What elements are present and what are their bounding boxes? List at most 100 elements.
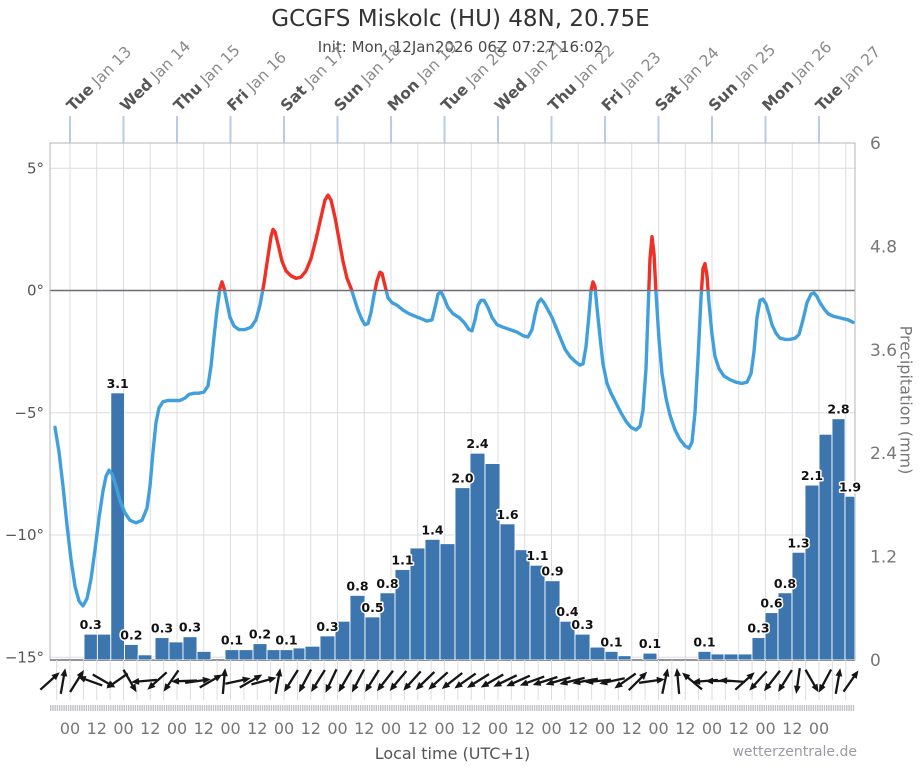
hour-label: 00 [809,719,829,738]
precip-bar-value-label: 0.1 [221,633,243,648]
wind-arrow-head [106,681,115,689]
wind-arrow-head [376,682,385,692]
temperature-curve-blue [53,290,855,608]
day-label-date: Jan 24 [672,44,723,95]
precip-bar-value-label: 3.1 [107,376,129,391]
hour-label: 12 [194,719,214,738]
precip-bar-value-label: 0.3 [747,621,769,636]
precip-bar-value-label: 0.1 [600,634,622,649]
precip-bar [844,495,855,660]
wind-arrow-head [415,682,424,691]
precip-bar [279,649,294,660]
temp-tick-label: 0° [27,282,44,300]
precip-bar [439,543,456,660]
day-label-date: Jan 21 [518,37,569,88]
day-label-date: Jan 14 [144,37,195,88]
hour-label: 12 [729,719,749,738]
precip-bar [454,487,471,660]
wind-arrow-head [275,668,283,677]
hour-label: 12 [461,719,481,738]
wind-arrow-head [763,682,772,692]
day-label-date: Jan 27 [834,43,885,94]
wind-arrow-head [674,668,681,677]
precip-bar [137,654,153,660]
precip-bar-value-label: 0.2 [249,627,271,642]
precip-bar-value-label: 0.3 [571,617,593,632]
precip-bar [224,649,240,660]
hour-label: 12 [675,719,695,738]
precip-bar-value-label: 0.1 [693,634,715,649]
wind-arrow-head [221,668,228,677]
day-label-date: Jan 26 [785,38,836,89]
wind-arrow-head [705,677,713,685]
wind-arrow-head [441,681,451,690]
precip-bar [791,551,806,660]
hour-label: 00 [488,719,508,738]
precip-bar [424,538,441,660]
precip-bar-value-label: 0.1 [639,636,661,651]
precip-bar-value-label: 1.1 [526,548,548,563]
wind-arrow-head [466,680,476,688]
precip-bar-value-label: 0.8 [774,576,796,591]
precip-bar-value-label: 0.9 [541,564,563,579]
precip-bar-value-label: 0.8 [346,578,368,593]
precip-bar [304,645,321,660]
precip-bar [751,637,766,660]
wind-arrow-head [811,683,819,693]
precip-bar-value-label: 0.3 [80,617,102,632]
wind-arrow-head [559,678,568,686]
wind-arrow-head [147,681,156,690]
wind-arrow-head [639,671,648,680]
precip-bar [266,649,281,660]
gridlines [69,143,847,660]
wind-arrow-head [129,683,137,693]
wind-arrow-head [338,683,346,693]
precip-bar-value-label: 0.1 [275,633,297,648]
wind-arrow-head [213,674,223,682]
hour-label: 00 [167,719,187,738]
page-title: GCGFS Miskolc (HU) 48N, 20.75E [271,6,650,32]
precip-bar [83,633,98,660]
wind-arrow-head [719,677,728,685]
temp-tick-label: 5° [27,159,44,177]
precip-tick-label: 0 [870,651,881,671]
precip-tick-label: 1.2 [870,548,897,568]
hour-label: 00 [274,719,294,738]
precip-bar [697,650,712,660]
precip-bar-value-label: 2.0 [451,471,473,486]
precip-bar [499,523,516,660]
precip-axis-title: Precipitation (mm) [896,325,916,475]
wind-arrow-head [662,668,670,677]
init-subtitle: Init: Mon, 12Jan2026 06Z 07:27 16:02 [317,38,604,56]
wind-arrow-head [749,682,758,691]
precip-bar [642,652,658,660]
wind-arrow-head [793,685,801,694]
precip-tick-label: 4.8 [870,237,897,257]
wind-arrow-head [835,668,843,677]
precip-bar-value-label: 0.8 [376,576,398,591]
precip-bar [182,636,198,660]
precip-bar-value-label: 0.3 [179,620,201,635]
wind-arrow-head [851,670,859,679]
day-label-date: Jan 13 [85,43,136,94]
hour-label: 00 [60,719,80,738]
day-label-date: Jan 25 [729,41,780,92]
day-label-date: Jan 17 [298,44,349,95]
precip-bar [196,650,212,660]
wind-arrow-head [682,672,691,681]
precip-bar [604,650,619,660]
wind-arrow-head [325,684,332,693]
wind-arrow-head [778,683,786,693]
hour-label: 12 [622,719,642,738]
temp-tick-label: −5° [14,404,44,422]
hour-label: 00 [541,719,561,738]
wind-arrow-head [163,683,171,692]
wind-arrow-head [253,674,263,682]
wind-arrow-head [480,680,490,688]
day-label-date: Jan 18 [354,41,405,92]
precip-bar [737,653,753,660]
precip-bar-value-label: 1.9 [839,479,861,494]
hour-label: 12 [568,719,588,738]
